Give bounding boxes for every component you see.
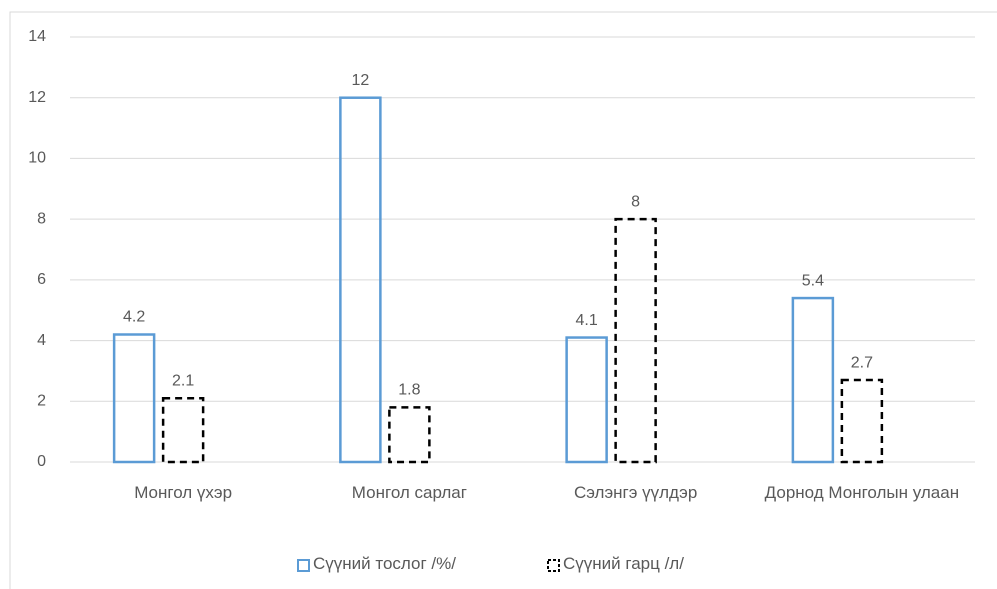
y-tick-label: 4 xyxy=(37,332,46,349)
x-tick-label: Монгол үхэр xyxy=(134,483,233,502)
data-label: 12 xyxy=(351,72,369,89)
y-tick-label: 2 xyxy=(37,393,46,410)
bar xyxy=(161,397,205,464)
data-label: 2.7 xyxy=(851,354,873,371)
data-label: 1.8 xyxy=(398,382,420,399)
bar xyxy=(565,336,608,464)
legend-label: Сүүний гарц /л/ xyxy=(563,554,684,573)
bar xyxy=(840,378,884,464)
bar xyxy=(388,406,431,464)
data-label: 5.4 xyxy=(802,272,824,289)
legend-marker xyxy=(297,559,310,572)
y-tick-label: 8 xyxy=(37,210,46,227)
y-tick-label: 10 xyxy=(28,150,46,167)
data-label: 2.1 xyxy=(172,372,194,389)
y-tick-label: 0 xyxy=(37,453,46,470)
legend-marker xyxy=(547,559,560,572)
bar xyxy=(614,217,657,464)
data-label: 4.1 xyxy=(576,312,598,329)
x-tick-label: Монгол сарлаг xyxy=(351,483,467,502)
bar xyxy=(791,296,835,464)
data-label: 8 xyxy=(631,193,640,210)
bar xyxy=(112,333,156,464)
data-label: 4.2 xyxy=(123,309,145,326)
y-tick-label: 6 xyxy=(37,271,46,288)
y-tick-label: 14 xyxy=(28,28,46,45)
bar xyxy=(339,96,382,464)
chart-border xyxy=(9,11,997,589)
legend-label: Сүүний тослог /%/ xyxy=(313,554,456,573)
y-tick-label: 12 xyxy=(28,89,46,106)
x-tick-label: Дорнод Монголын улаан xyxy=(764,483,960,502)
x-tick-label: Сэлэнгэ үүлдэр xyxy=(573,483,698,502)
